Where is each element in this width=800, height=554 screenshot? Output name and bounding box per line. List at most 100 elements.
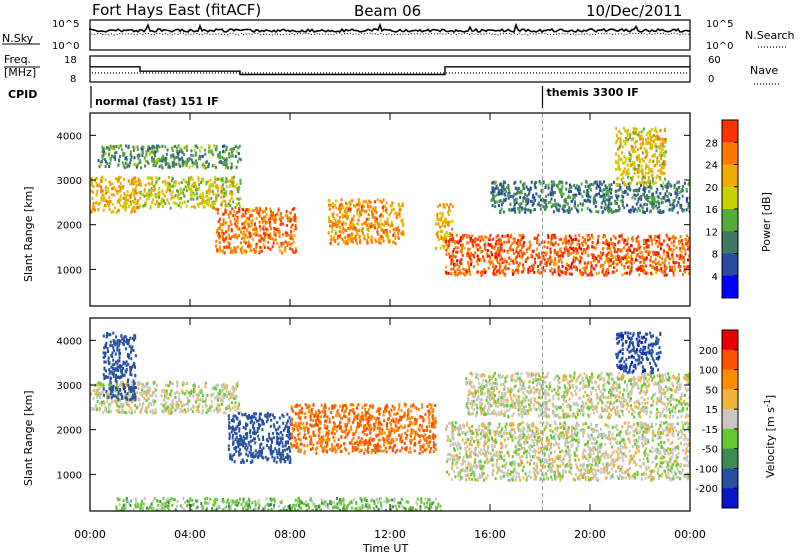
power-cell <box>294 227 297 231</box>
velocity-cell <box>149 388 152 392</box>
power-cell <box>223 158 226 162</box>
power-cell <box>679 253 682 257</box>
power-cell <box>563 247 566 251</box>
velocity-cell <box>249 460 252 464</box>
power-cell <box>668 245 671 249</box>
power-cell <box>517 268 519 272</box>
power-cell <box>520 202 523 206</box>
power-cell <box>345 201 347 205</box>
velocity-cell <box>199 388 202 392</box>
power-cell <box>167 188 169 191</box>
velocity-cell <box>145 406 148 410</box>
power-cell <box>628 185 631 189</box>
power-cell <box>642 267 645 271</box>
power-cell <box>328 203 330 207</box>
power-cell <box>581 252 584 256</box>
power-cell <box>184 160 187 164</box>
power-cell <box>547 201 550 205</box>
power-cell <box>528 240 531 244</box>
velocity-cell <box>272 423 275 427</box>
velocity-cell <box>132 386 135 390</box>
power-cell <box>659 129 662 132</box>
power-cell <box>518 233 521 237</box>
power-cell <box>661 148 664 152</box>
power-cell <box>142 146 145 150</box>
power-cell <box>519 180 522 184</box>
power-cell <box>640 197 643 201</box>
velocity-cell <box>228 392 231 396</box>
power-cell <box>640 183 642 187</box>
power-cell <box>263 232 265 236</box>
power-cell <box>357 198 360 202</box>
power-cell <box>488 243 491 247</box>
power-cell <box>228 225 231 229</box>
power-cell <box>569 183 571 187</box>
power-cell <box>328 224 331 228</box>
velocity-cell <box>197 385 200 389</box>
power-cell <box>141 148 144 152</box>
power-cell <box>679 269 682 273</box>
power-cell <box>137 176 140 180</box>
power-cell <box>233 246 236 250</box>
power-cell <box>382 198 385 202</box>
power-cell <box>660 211 663 214</box>
power-cell <box>649 145 652 149</box>
power-cell <box>514 207 517 211</box>
power-cell <box>647 199 649 203</box>
velocity-cell <box>246 432 249 435</box>
power-cell <box>556 184 559 188</box>
velocity-cell <box>130 373 133 377</box>
power-cell <box>557 272 560 276</box>
power-cell <box>638 251 641 255</box>
power-cell <box>502 249 505 253</box>
power-cell <box>231 178 234 182</box>
power-cell <box>561 195 563 199</box>
velocity-cell <box>269 437 272 441</box>
power-cell <box>651 242 654 246</box>
power-ylabel: Slant Range [km] <box>22 186 35 282</box>
power-cell <box>477 243 480 247</box>
power-cell <box>221 183 224 187</box>
power-cell <box>612 261 615 265</box>
power-cell <box>286 244 289 248</box>
power-cell <box>217 226 220 230</box>
power-cell <box>523 241 526 245</box>
power-cell <box>572 197 575 201</box>
velocity-cell <box>248 450 251 454</box>
power-cell <box>148 190 151 194</box>
velocity-cell <box>171 406 174 409</box>
velocity-cell <box>169 403 172 407</box>
power-cell <box>661 187 664 191</box>
power-cell <box>497 247 499 250</box>
velocity-cell <box>116 400 119 404</box>
power-cell <box>234 154 237 158</box>
power-cell <box>493 246 496 250</box>
power-cell <box>608 243 611 247</box>
velocity-cell <box>117 344 120 348</box>
power-cell <box>519 195 522 199</box>
power-cell <box>589 267 592 271</box>
power-cell <box>524 193 527 196</box>
power-cell <box>374 206 377 209</box>
power-cell <box>104 203 107 207</box>
power-cell <box>103 196 106 200</box>
power-cell <box>181 156 183 160</box>
power-cell <box>495 186 498 190</box>
power-cell <box>339 226 341 230</box>
power-cell <box>668 257 671 260</box>
power-cell <box>523 196 526 200</box>
power-cell <box>508 256 511 260</box>
power-cell <box>290 234 293 238</box>
velocity-cell <box>127 342 130 346</box>
power-cell <box>259 236 262 239</box>
power-cell <box>98 183 101 187</box>
power-cell <box>617 248 620 251</box>
power-cell <box>545 253 548 257</box>
power-cell <box>651 143 654 147</box>
power-cell <box>661 171 664 175</box>
power-cell <box>122 196 125 200</box>
power-frame <box>89 112 691 307</box>
power-cell <box>98 165 101 169</box>
velocity-cell <box>254 441 257 445</box>
velocity-cell <box>149 393 152 397</box>
